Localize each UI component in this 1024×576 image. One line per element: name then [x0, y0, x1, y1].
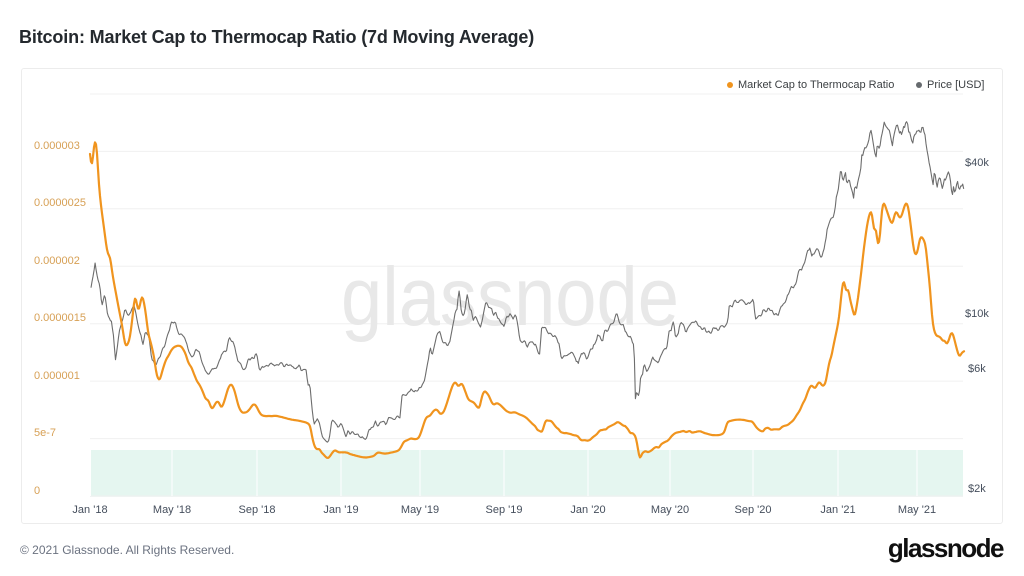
svg-text:glassnode: glassnode: [341, 250, 679, 343]
